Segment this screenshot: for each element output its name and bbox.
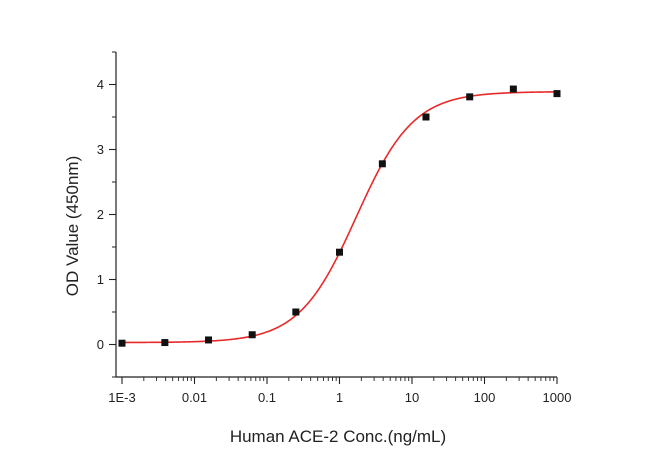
data-point (509, 85, 517, 93)
data-point (378, 160, 386, 168)
x-axis-ticks: 1E-3 0.01 0.1 1 10 100 1000 (108, 377, 571, 405)
data-point (466, 93, 474, 101)
data-point (292, 308, 300, 316)
x-tick-label: 0.01 (182, 390, 207, 405)
data-point (336, 248, 343, 256)
data-point (553, 90, 561, 98)
data-point (205, 336, 213, 344)
y-axis-ticks: 0 1 2 3 4 (97, 51, 116, 378)
x-tick-label: 100 (474, 390, 496, 405)
data-points (118, 85, 561, 347)
x-tick-label: 10 (405, 390, 419, 405)
x-axis-title: Human ACE-2 Conc.(ng/mL) (230, 427, 446, 446)
data-point (248, 331, 256, 339)
y-tick-label: 4 (97, 77, 104, 92)
y-tick-label: 0 (97, 337, 104, 352)
x-tick-label: 0.1 (258, 390, 276, 405)
x-tick-label: 1 (336, 390, 343, 405)
data-point (161, 339, 169, 347)
data-point (118, 339, 126, 347)
data-point (422, 113, 430, 121)
y-tick-label: 2 (97, 207, 104, 222)
x-tick-label: 1E-3 (108, 390, 135, 405)
y-axis-title: OD Value (450nm) (63, 156, 82, 296)
y-tick-label: 3 (97, 142, 104, 157)
plot-area: 0 1 2 3 4 1E-3 0.01 0.1 1 10 100 1000 (97, 51, 571, 405)
x-tick-label: 1000 (543, 390, 572, 405)
fit-curve (122, 91, 558, 344)
y-tick-label: 1 (97, 272, 104, 287)
